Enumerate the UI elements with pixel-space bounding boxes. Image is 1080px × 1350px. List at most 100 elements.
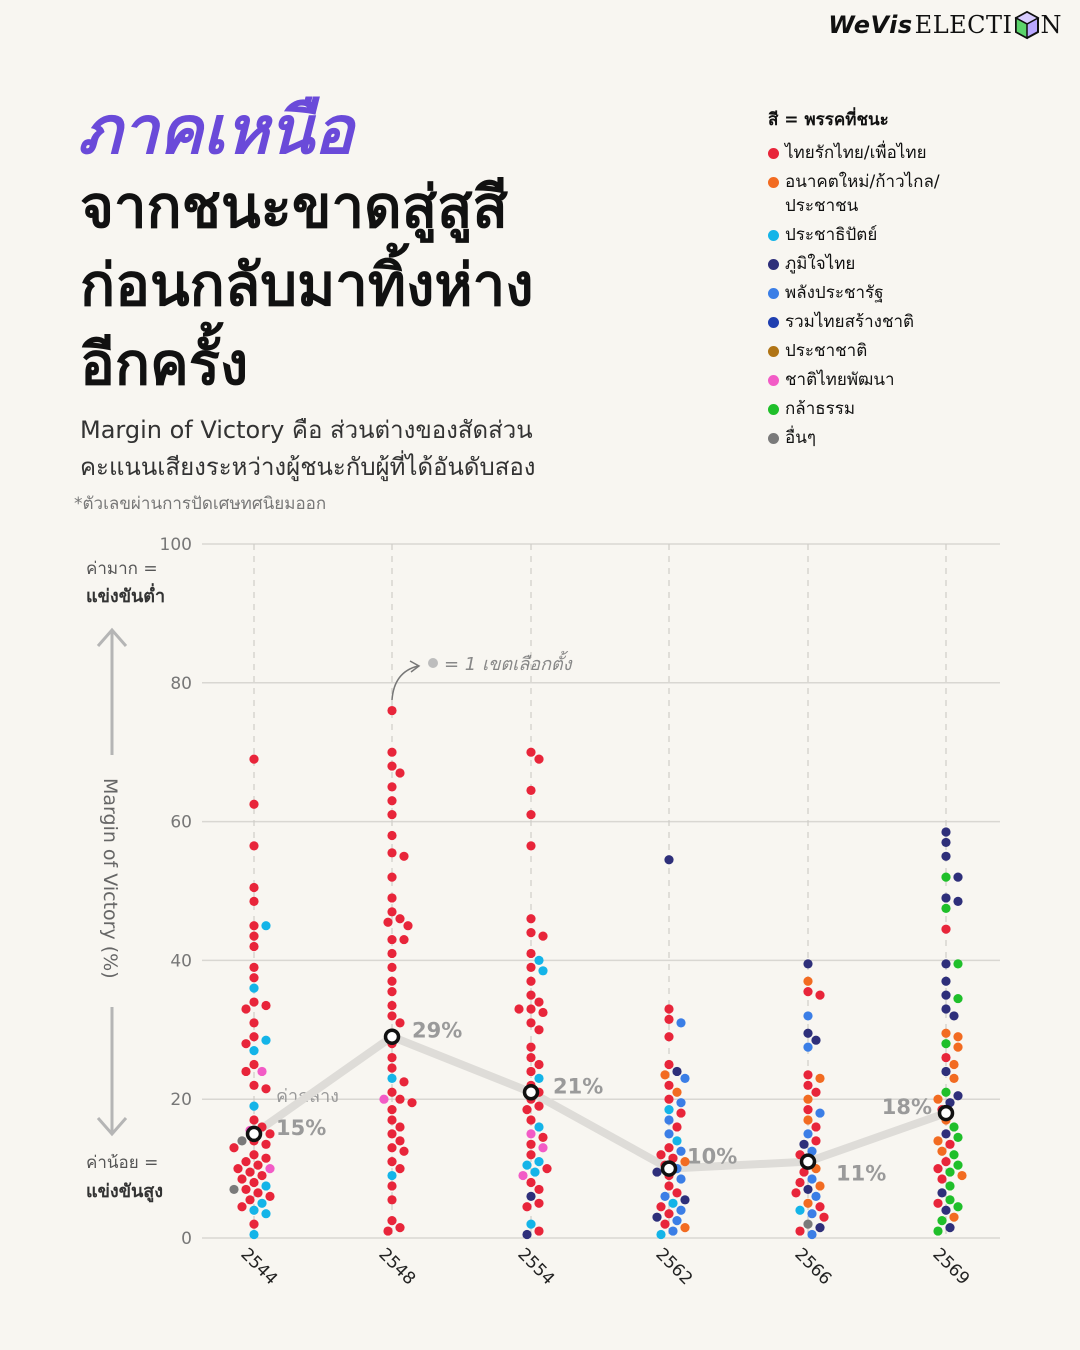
legend-swatch — [768, 148, 779, 159]
constituency-dot — [249, 1205, 259, 1215]
constituency-dot — [395, 1018, 405, 1028]
region-title: ภาคเหนือ — [78, 92, 354, 169]
constituency-dot — [526, 1018, 536, 1028]
constituency-dot — [815, 1181, 825, 1191]
constituency-dot — [676, 1018, 686, 1028]
constituency-dot — [937, 1188, 947, 1198]
median-marker — [522, 1084, 540, 1101]
constituency-dot — [953, 1132, 963, 1142]
constituency-dot — [953, 872, 963, 882]
constituency-dot — [811, 1191, 821, 1201]
x-tick-label: 2562 — [651, 1244, 696, 1289]
constituency-dot — [395, 1094, 405, 1104]
constituency-dot — [803, 1042, 813, 1052]
constituency-dot — [518, 1170, 528, 1181]
constituency-dot — [534, 1059, 544, 1070]
constituency-dot — [953, 896, 963, 907]
constituency-dot — [522, 1202, 532, 1212]
constituency-dot — [229, 1184, 239, 1195]
margin-of-victory-chart: 0 20 40 60 80 100 ค่ามาก = แข่งขันต่ำ Margin … — [86, 535, 1000, 1289]
constituency-dot — [953, 1160, 963, 1170]
constituency-dot — [237, 1202, 247, 1212]
constituency-dot — [953, 1202, 963, 1212]
median-value-label: 21% — [553, 1074, 603, 1098]
constituency-dot — [261, 1209, 271, 1219]
constituency-dot — [676, 1205, 686, 1215]
constituency-dot — [664, 1143, 674, 1153]
bottom-axis-label-2: แข่งขันสูง — [86, 1181, 163, 1203]
constituency-dot — [249, 1115, 259, 1125]
y-tick-label: 20 — [170, 1090, 192, 1110]
constituency-dot — [803, 959, 813, 969]
constituency-dot — [937, 1174, 947, 1184]
constituency-dot — [245, 1195, 255, 1205]
constituency-dot — [795, 1205, 805, 1215]
constituency-dot — [249, 973, 259, 983]
constituency-dot — [941, 827, 951, 837]
constituency-dot — [957, 1170, 967, 1181]
constituency-dot — [249, 1101, 259, 1111]
constituency-dot — [803, 976, 813, 986]
constituency-dot — [534, 1073, 544, 1083]
constituency-dot — [387, 848, 397, 858]
legend: สี = พรรคที่ชนะ ไทยรักไทย/เพื่อไทย อนาคตใ… — [768, 106, 1058, 455]
constituency-dot — [803, 1198, 813, 1208]
constituency-dot — [387, 976, 397, 986]
constituency-dot — [542, 1164, 552, 1174]
legend-item: ประชาธิปัตย์ — [768, 223, 1058, 247]
legend-item: ประชาชาติ — [768, 339, 1058, 363]
constituency-dot — [526, 1219, 536, 1229]
constituency-dot — [526, 1004, 536, 1014]
constituency-dot — [941, 1028, 951, 1038]
constituency-dot — [672, 1066, 682, 1077]
constituency-dot — [803, 1115, 813, 1125]
constituency-dot — [233, 1164, 243, 1174]
legend-item: พลังประชารัฐ — [768, 281, 1058, 305]
constituency-dot — [237, 1174, 247, 1184]
legend-label: กล้าธรรม — [785, 399, 856, 419]
constituency-dot — [387, 1170, 397, 1181]
constituency-dot — [249, 941, 259, 952]
constituency-dot — [680, 1195, 690, 1205]
y-tick-label: 60 — [170, 813, 192, 833]
constituency-dot — [660, 1219, 670, 1229]
constituency-dot — [387, 893, 397, 903]
constituency-dot — [526, 914, 536, 924]
constituency-dot — [526, 962, 536, 972]
constituency-dot — [387, 907, 397, 917]
constituency-dot — [249, 754, 259, 764]
constituency-dot — [937, 1146, 947, 1156]
constituency-dot — [949, 1150, 959, 1160]
constituency-dot — [803, 1080, 813, 1090]
constituency-dot — [945, 1181, 955, 1191]
constituency-dot — [526, 810, 536, 820]
constituency-dot — [953, 993, 963, 1004]
constituency-dot — [941, 1157, 951, 1167]
constituency-dot — [811, 1136, 821, 1146]
constituency-dot — [241, 1066, 251, 1077]
x-tick-label: 2566 — [790, 1244, 835, 1289]
constituency-dot — [672, 1188, 682, 1198]
constituency-dot — [241, 1184, 251, 1195]
constituency-dot — [941, 976, 951, 986]
constituency-dot — [803, 1105, 813, 1115]
constituency-dot — [664, 1181, 674, 1191]
constituency-dot — [249, 962, 259, 972]
constituency-dot — [941, 1039, 951, 1049]
legend-swatch — [768, 375, 779, 386]
constituency-dot — [241, 1004, 251, 1014]
constituency-dot — [245, 1167, 255, 1177]
constituency-dot — [387, 761, 397, 771]
footnote: *ตัวเลขผ่านการปัดเศษทศนิยมออก — [74, 494, 327, 514]
constituency-dot — [387, 1115, 397, 1125]
constituency-dot — [249, 1018, 259, 1028]
constituency-dot — [668, 1226, 678, 1236]
constituency-dot — [237, 1136, 247, 1146]
constituency-dot — [534, 1122, 544, 1132]
constituency-dot — [807, 1146, 817, 1156]
legend-item: ภูมิใจไทย — [768, 252, 1058, 276]
constituency-dot — [676, 1146, 686, 1156]
constituency-dot — [791, 1188, 801, 1198]
constituency-dot — [379, 1094, 389, 1104]
constituency-dot — [534, 1198, 544, 1208]
